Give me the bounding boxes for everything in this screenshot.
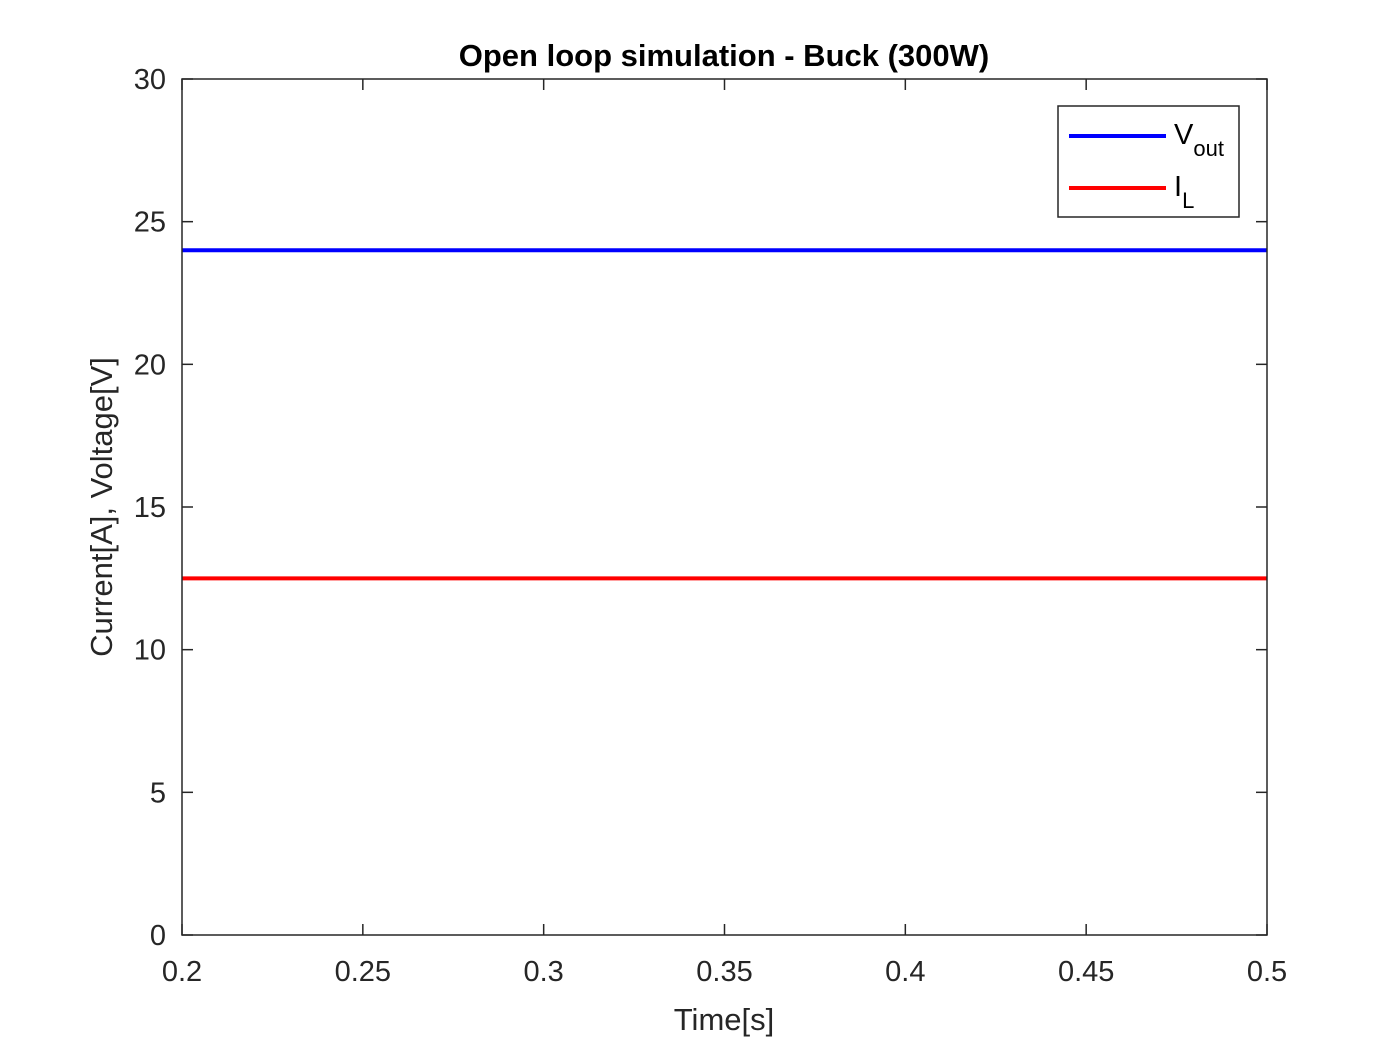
x-tick-label: 0.2 — [162, 956, 202, 988]
y-tick-label: 0 — [150, 920, 166, 952]
x-tick-label: 0.5 — [1247, 956, 1287, 988]
ticks-layer: 0.2 0.25 0.3 0.35 0.4 0.45 0.5 0 5 10 15 20 25 30 — [134, 64, 1287, 988]
chart-title: Open loop simulation - Buck (300W) — [459, 38, 989, 73]
y-tick-label: 20 — [134, 349, 166, 381]
x-tick-label: 0.4 — [885, 956, 925, 988]
x-tick-label: 0.45 — [1058, 956, 1114, 988]
y-tick-label: 15 — [134, 492, 166, 524]
y-tick-label: 10 — [134, 635, 166, 667]
legend-label-out: Vout — [1174, 119, 1224, 161]
x-tick-label: 0.25 — [335, 956, 391, 988]
x-tick-label: 0.3 — [524, 956, 564, 988]
legend-box — [1057, 105, 1240, 218]
x-tick-label: 0.35 — [696, 956, 752, 988]
plot-area — [182, 79, 1267, 935]
x-axis-label: Time[s] — [674, 1002, 774, 1037]
legend: Vout IL — [1057, 105, 1240, 218]
legend-label-L: IL — [1174, 171, 1194, 213]
y-tick-label: 5 — [150, 777, 166, 809]
series-layer — [182, 248, 1267, 581]
y-axis-label: Current[A], Voltage[V] — [84, 357, 119, 657]
y-tick-label: 30 — [134, 64, 166, 96]
y-tick-label: 25 — [134, 207, 166, 239]
